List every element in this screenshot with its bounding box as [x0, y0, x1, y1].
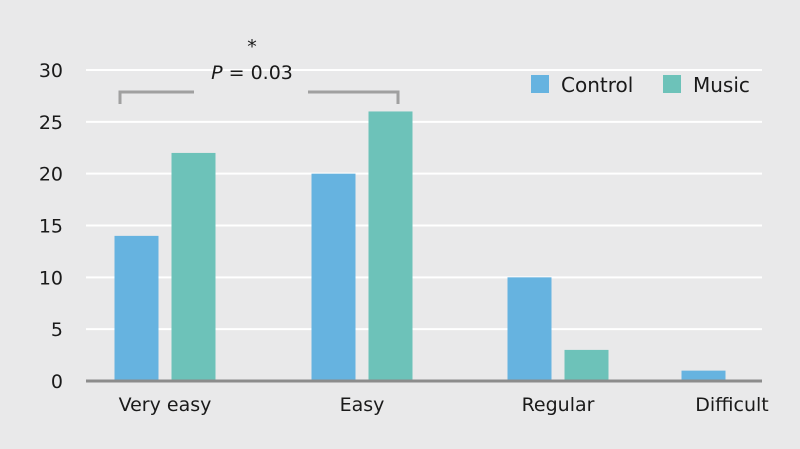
y-tick-label: 15	[39, 216, 63, 238]
x-axis-category-labels: Very easy Easy Regular Difficult	[119, 394, 769, 416]
bar-music-regular	[564, 349, 609, 381]
bar-control-difficult	[681, 370, 726, 381]
category-label: Easy	[340, 394, 385, 416]
y-tick-label: 25	[39, 112, 63, 134]
significance-star: *	[247, 36, 257, 58]
legend-label-music: Music	[693, 73, 750, 97]
p-value-label: P = 0.03	[211, 62, 293, 84]
category-label: Difficult	[695, 394, 769, 416]
bars	[114, 111, 726, 381]
significance-annotation: * P = 0.03	[118, 36, 400, 104]
bar-control-regular	[507, 277, 552, 381]
y-tick-label: 5	[51, 319, 63, 341]
bar-control-easy	[311, 173, 356, 381]
bar-music-very-easy	[171, 152, 216, 381]
legend: Control Music	[531, 73, 750, 97]
category-label: Very easy	[119, 394, 212, 416]
y-tick-label: 20	[39, 164, 63, 186]
y-axis-tick-labels: 0 5 10 15 20 25 30	[39, 60, 63, 393]
legend-swatch-control	[531, 75, 549, 93]
y-tick-label: 30	[39, 60, 63, 82]
bar-music-easy	[368, 111, 413, 381]
y-tick-label: 0	[51, 371, 63, 393]
y-tick-label: 10	[39, 267, 63, 289]
p-value: = 0.03	[223, 62, 293, 84]
category-label: Regular	[522, 394, 595, 416]
legend-label-control: Control	[561, 73, 633, 97]
p-symbol: P	[211, 62, 223, 84]
significance-bracket	[118, 90, 400, 104]
bar-control-very-easy	[114, 235, 159, 381]
legend-swatch-music	[663, 75, 681, 93]
